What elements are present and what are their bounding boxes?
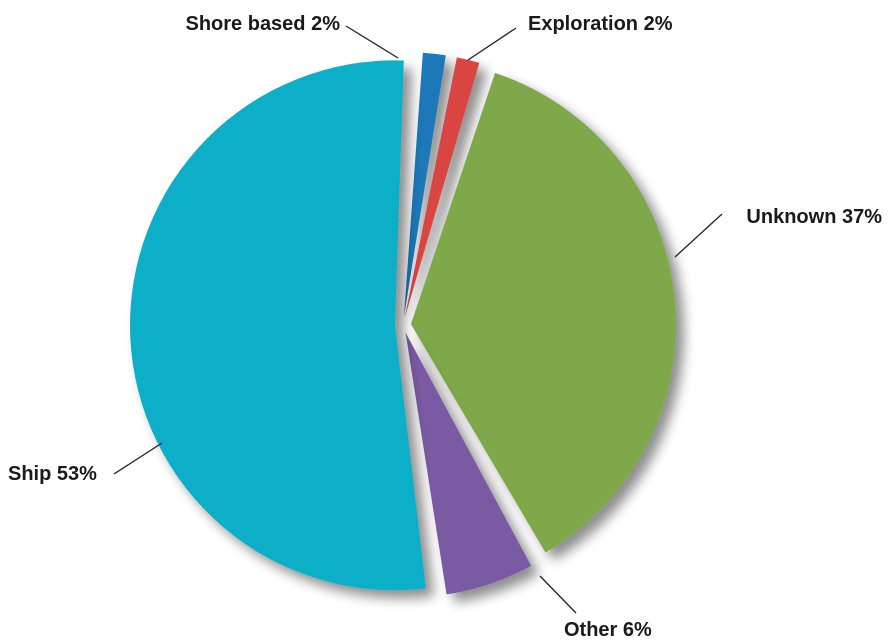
pie-slice-exploration-2 [404, 57, 480, 318]
leader-line [113, 442, 163, 475]
leader-line [345, 25, 399, 59]
slice-label: Exploration 2% [528, 13, 673, 35]
slice-label: Ship 53% [8, 463, 97, 485]
leader-line [674, 213, 723, 258]
slice-labels: Shore based 2% Exploration 2% Unknown 37% O… [8, 13, 882, 641]
pie-slice-other-6 [405, 332, 532, 595]
leader-line [539, 575, 577, 614]
pie-slice-shore-based-2 [403, 52, 446, 318]
pie-slices [130, 52, 676, 595]
slice-label: Shore based 2% [185, 13, 340, 35]
slice-label: Unknown 37% [746, 206, 882, 228]
leader-lines [113, 25, 723, 614]
pie-slice-ship-53 [130, 60, 426, 591]
pie-slice-unknown-37 [410, 72, 676, 553]
slice-label: Other 6% [564, 619, 652, 641]
leader-line [467, 27, 517, 61]
